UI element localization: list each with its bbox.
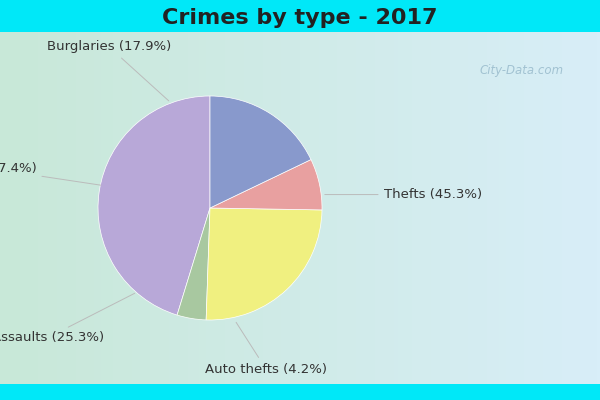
Wedge shape	[177, 208, 210, 320]
Wedge shape	[98, 96, 210, 315]
Text: Crimes by type - 2017: Crimes by type - 2017	[162, 8, 438, 28]
Text: Burglaries (17.9%): Burglaries (17.9%)	[47, 40, 172, 101]
Text: Auto thefts (4.2%): Auto thefts (4.2%)	[205, 322, 327, 376]
Wedge shape	[210, 96, 311, 208]
Text: Thefts (45.3%): Thefts (45.3%)	[325, 188, 482, 201]
Wedge shape	[210, 160, 322, 210]
Text: Rapes (7.4%): Rapes (7.4%)	[0, 162, 101, 185]
Text: City-Data.com: City-Data.com	[480, 64, 564, 77]
Text: Assaults (25.3%): Assaults (25.3%)	[0, 293, 135, 344]
Wedge shape	[206, 208, 322, 320]
